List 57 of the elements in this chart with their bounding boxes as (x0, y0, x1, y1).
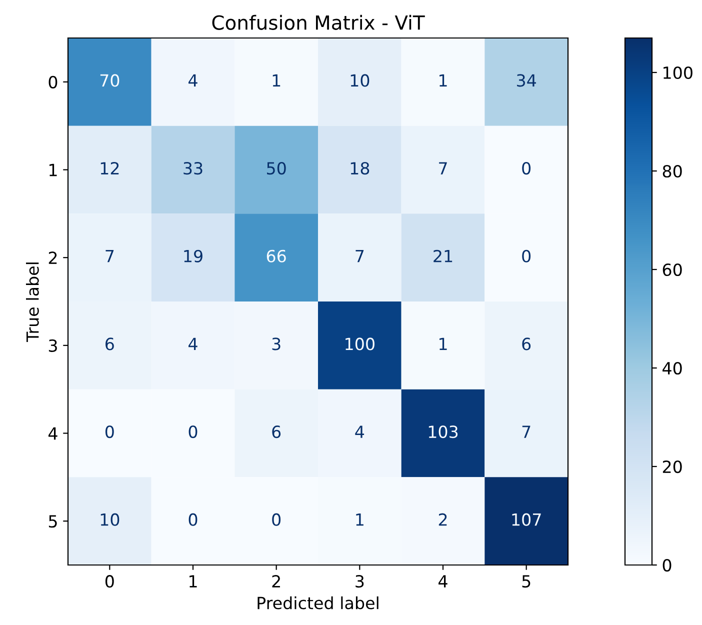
data-label: 18 (350, 162, 370, 175)
x-tick-label: 0 (105, 575, 114, 588)
color-bar-label: 20 (662, 460, 682, 474)
chart-title: Confusion Matrix - ViT (212, 14, 425, 30)
x-axis-title: Predicted label (258, 596, 378, 610)
data-label: 4 (188, 338, 198, 350)
data-label: 21 (434, 250, 452, 262)
x-tick-label: 5 (522, 575, 530, 588)
data-label: 1 (440, 338, 447, 350)
data-label: 7 (106, 250, 114, 262)
x-tick-label: 2 (272, 575, 280, 588)
y-tick-label: 3 (48, 339, 57, 352)
data-label: 10 (100, 513, 120, 526)
color-bar-label: 40 (662, 362, 682, 375)
data-label: 10 (350, 74, 370, 87)
x-tick-label: 4 (438, 575, 448, 588)
data-label: 0 (188, 425, 198, 438)
y-tick-label: 4 (48, 427, 58, 440)
data-label: 4 (188, 74, 198, 87)
data-label: 7 (522, 426, 530, 438)
data-label: 1 (440, 74, 447, 87)
y-tick-label: 0 (48, 76, 58, 88)
data-label: 100 (346, 338, 374, 350)
data-label: 107 (512, 513, 541, 526)
data-label: 6 (522, 338, 531, 350)
y-tick-label: 1 (50, 164, 57, 176)
data-label: 103 (428, 425, 458, 438)
y-axis-title: True label (26, 262, 39, 342)
data-label: 0 (188, 513, 198, 526)
x-tick-label: 3 (356, 575, 364, 588)
data-label: 6 (272, 425, 281, 438)
data-label: 1 (356, 514, 364, 526)
color-bar-label: 60 (662, 263, 682, 276)
data-label: 66 (266, 250, 286, 262)
data-label: 1 (272, 74, 280, 87)
data-label: 12 (100, 162, 119, 174)
data-label: 50 (267, 162, 286, 175)
color-bar-label: 80 (662, 164, 682, 178)
data-label: 0 (522, 162, 531, 175)
data-label: 3 (272, 338, 280, 350)
data-label: 19 (184, 250, 202, 262)
data-label: 0 (105, 425, 114, 438)
color-bar-label: 100 (664, 66, 692, 80)
x-tick-label: 1 (190, 575, 197, 588)
data-label: 70 (100, 74, 120, 87)
data-label: 4 (355, 426, 364, 438)
color-bar-label: 0 (662, 558, 672, 572)
data-label: 33 (184, 162, 202, 175)
data-label: 0 (522, 250, 531, 262)
data-label: 7 (356, 250, 364, 262)
y-tick-label: 2 (48, 252, 57, 264)
y-tick-label: 5 (48, 515, 57, 528)
data-label: 34 (517, 74, 536, 87)
data-label: 2 (438, 513, 447, 526)
data-label: 7 (439, 162, 447, 174)
data-label: 0 (272, 513, 281, 526)
data-label: 6 (106, 338, 114, 350)
